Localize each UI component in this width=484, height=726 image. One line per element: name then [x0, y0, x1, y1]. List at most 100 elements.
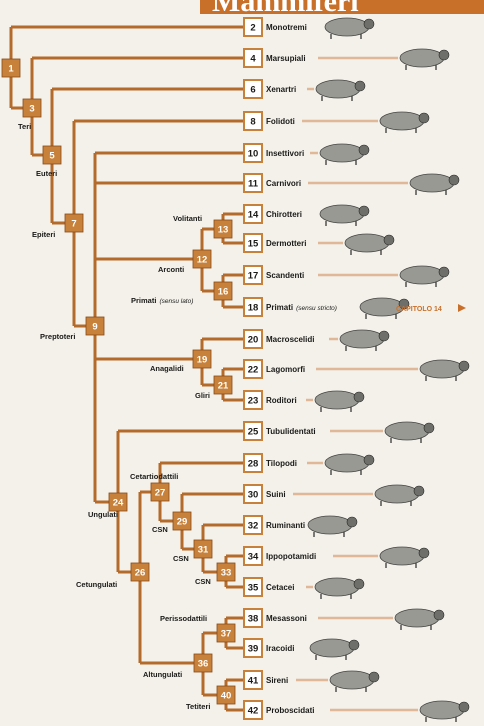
node-number: 9	[92, 322, 97, 333]
tip-30: 30 Suini	[243, 484, 286, 504]
tip-label: Cetacei	[266, 583, 294, 592]
node-number: 21	[218, 381, 229, 392]
node-boxes: 13Teri5Euteri7Epiteri9Preptoteri12Arcont…	[1, 58, 236, 711]
tip-34: 34 Ippopotamidi	[243, 546, 316, 566]
node-number: 3	[29, 104, 34, 115]
tip-label: Primati (sensu stricto)	[266, 303, 337, 312]
clade-name: Arconti	[158, 265, 184, 274]
tip-box	[243, 546, 263, 566]
tip-number: 39	[248, 644, 259, 655]
chapter-link-label[interactable]: CAPITOLO 14	[396, 306, 442, 313]
node-box	[22, 98, 42, 118]
node-number: 40	[221, 691, 232, 702]
hare-icon	[419, 359, 470, 381]
tip-22: 22 Lagomorfi	[243, 359, 305, 379]
clade-name: Perissodattili	[160, 614, 207, 623]
tip-number: 10	[248, 149, 259, 160]
tip-6: 6 Xenartri	[243, 79, 296, 99]
tip-label: Suini	[266, 490, 286, 499]
node-33: 33 CSN	[195, 562, 236, 586]
tip-box	[243, 608, 263, 628]
clade-name: Teri	[18, 122, 31, 131]
branches	[9, 25, 253, 712]
tip-label: Tilopodi	[266, 459, 297, 468]
pangolin-icon	[379, 111, 430, 133]
node-21: 21 Gliri	[195, 375, 233, 400]
tip-10: 10 Insettivori	[243, 143, 304, 163]
node-16: 16 Primati (sensu lato)	[131, 281, 233, 305]
tip-box	[243, 359, 263, 379]
tip-box	[243, 143, 263, 163]
tip-box	[243, 390, 263, 410]
hippo-icon	[379, 546, 430, 568]
node-number: 36	[198, 659, 209, 670]
node-box	[64, 213, 84, 233]
node-12: 12 Arconti	[158, 249, 212, 274]
tip-label: Lagomorfi	[266, 365, 305, 374]
node-27: 27 Cetartiodattili	[130, 472, 178, 502]
tip-number: 6	[250, 85, 255, 96]
node-31: 31 CSN	[173, 539, 213, 563]
tip-number: 38	[248, 614, 259, 625]
bat-icon	[319, 204, 370, 226]
node-number: 26	[135, 568, 146, 579]
tip-box	[243, 111, 263, 131]
tip-15: 15 Dermotteri	[243, 233, 306, 253]
node-13: 13 Volitanti	[173, 214, 233, 239]
node-number: 16	[218, 287, 229, 298]
tip-11: 11 Carnivori	[243, 173, 301, 193]
node-box	[193, 539, 213, 559]
tip-box	[243, 700, 263, 720]
tip-35: 35 Cetacei	[243, 577, 294, 597]
tip-box	[243, 48, 263, 68]
tip-38: 38 Mesassoni	[243, 608, 307, 628]
colugo-icon	[344, 233, 395, 255]
node-36: 36 Altungulati	[143, 653, 213, 679]
clade-name: Cetartiodattili	[130, 472, 178, 481]
tip-42: 42 Proboscidati	[243, 700, 314, 720]
node-number: 24	[113, 498, 124, 509]
tip-box	[243, 173, 263, 193]
node-number: 7	[71, 219, 76, 230]
tip-number: 17	[248, 271, 259, 282]
platypus-icon	[324, 17, 375, 39]
node-box	[172, 511, 192, 531]
tip-number: 14	[248, 210, 259, 221]
tip-number: 42	[248, 706, 259, 717]
node-40: 40 Tetiteri	[186, 685, 236, 711]
tip-number: 23	[248, 396, 259, 407]
node-box	[213, 375, 233, 395]
tip-number: 22	[248, 365, 259, 376]
node-box	[213, 219, 233, 239]
tip-18: 18 Primati (sensu stricto)	[243, 297, 337, 317]
tip-label: Sireni	[266, 676, 288, 685]
clade-name: Primati (sensu lato)	[131, 296, 193, 305]
tip-box	[243, 297, 263, 317]
tip-number: 32	[248, 521, 259, 532]
node-box	[85, 316, 105, 336]
tip-number: 35	[248, 583, 259, 594]
animal-illustrations	[307, 17, 470, 722]
chapter-link[interactable]: CAPITOLO 14	[396, 304, 466, 313]
tip-number: 11	[248, 179, 259, 190]
camel-icon	[324, 453, 375, 475]
clade-name: CSN	[195, 577, 211, 586]
tip-number: 20	[248, 335, 259, 346]
rhino-icon	[394, 608, 445, 630]
node-number: 29	[177, 517, 188, 528]
tip-label: Marsupiali	[266, 54, 306, 63]
node-box	[42, 145, 62, 165]
clade-name: CSN	[173, 554, 189, 563]
tip-labels: 2 Monotremi 4 Marsupiali 6 Xenartri 8 Folidoti 1…	[243, 17, 337, 720]
tip-box	[243, 265, 263, 285]
banner-bar	[200, 0, 484, 14]
tip-32: 32 Ruminanti	[243, 515, 305, 535]
clade-name: Epiteri	[32, 230, 55, 239]
node-box	[150, 482, 170, 502]
node-number: 31	[198, 545, 209, 556]
arrow-right-icon	[458, 304, 466, 312]
node-box	[192, 349, 212, 369]
tip-label: Folidoti	[266, 117, 295, 126]
title-banner: Mammiferi	[200, 0, 484, 18]
